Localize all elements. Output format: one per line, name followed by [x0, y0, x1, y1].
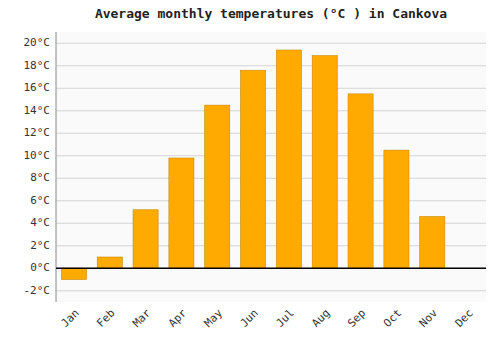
- x-tick-label: Jan: [58, 307, 81, 330]
- y-tick-label: 8°C: [30, 171, 50, 184]
- grid-line: [56, 268, 486, 269]
- x-tick-label: Aug: [309, 307, 332, 330]
- x-tick-label: Nov: [417, 306, 441, 330]
- bar: [348, 94, 373, 268]
- x-tick-label: Mar: [130, 306, 154, 330]
- bar: [205, 105, 230, 268]
- y-tick-label: 16°C: [24, 81, 51, 94]
- y-tick-label: 0°C: [30, 261, 50, 274]
- grid-line: [56, 200, 486, 201]
- y-axis-line: [56, 32, 57, 302]
- grid-line: [56, 290, 486, 291]
- y-tick-label: 18°C: [24, 59, 51, 72]
- bar: [420, 217, 445, 269]
- chart-container: -2°C 0°C 2°C 4°C 6°C 8°C 10°C 12°C 14°C 16°C 18°C 2…: [0, 0, 500, 350]
- bar: [133, 210, 158, 269]
- bar: [169, 158, 194, 268]
- x-tick-label: Dec: [453, 307, 476, 330]
- y-axis: -2°C 0°C 2°C 4°C 6°C 8°C 10°C 12°C 14°C 16°C 18°C 2…: [24, 36, 487, 297]
- bars: [61, 50, 444, 280]
- grid-line: [56, 43, 486, 44]
- y-tick-label: 4°C: [30, 216, 50, 229]
- y-tick-label: 20°C: [24, 36, 51, 49]
- y-tick-label: 10°C: [24, 149, 51, 162]
- x-axis: Jan Feb Mar Apr May Jun Jul Aug Sep Oct Nov Dec: [58, 306, 475, 330]
- grid-line: [56, 65, 486, 66]
- y-tick-label: -2°C: [24, 284, 51, 297]
- bar: [312, 56, 337, 269]
- x-tick-label: Jun: [238, 307, 261, 330]
- x-tick-label: Jul: [273, 307, 296, 330]
- y-tick-label: 6°C: [30, 194, 50, 207]
- chart: -2°C 0°C 2°C 4°C 6°C 8°C 10°C 12°C 14°C 16°C 18°C 2…: [0, 0, 500, 350]
- bar: [384, 150, 409, 268]
- title: Average monthly temperatures (°C ) in Ca…: [95, 6, 447, 21]
- x-tick-label: May: [202, 306, 226, 330]
- grid-line: [56, 133, 486, 134]
- y-tick-label: 12°C: [24, 126, 51, 139]
- x-tick-label: Sep: [345, 307, 368, 330]
- zero-line: [56, 268, 486, 270]
- plot-area: [56, 32, 486, 302]
- bar: [241, 70, 266, 268]
- grid-line: [56, 110, 486, 111]
- grid-line: [56, 155, 486, 156]
- bar: [97, 257, 122, 268]
- x-tick-label: Oct: [381, 307, 404, 330]
- x-tick-label: Feb: [94, 307, 117, 330]
- bar: [276, 50, 301, 268]
- x-tick-label: Apr: [166, 306, 190, 330]
- bar: [61, 268, 86, 279]
- grid-line: [56, 88, 486, 89]
- y-tick-label: 14°C: [24, 104, 51, 117]
- grid-line: [56, 178, 486, 179]
- y-tick-label: 2°C: [30, 239, 50, 252]
